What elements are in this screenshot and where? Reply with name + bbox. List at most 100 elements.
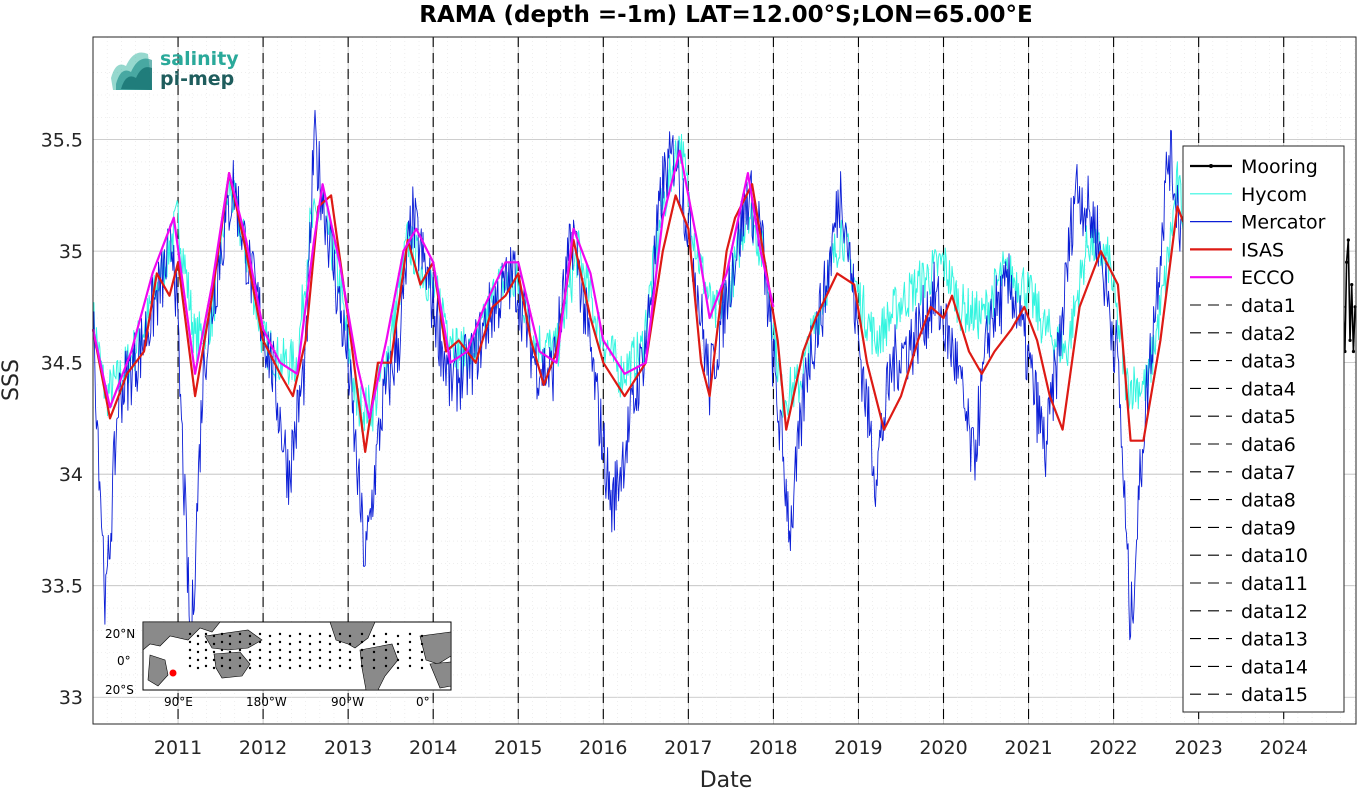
mooring-dot <box>258 640 262 644</box>
mooring-dot <box>360 664 364 668</box>
mooring-dot <box>384 648 388 652</box>
x-tick-label: 2012 <box>239 737 287 759</box>
y-tick-label: 33.5 <box>41 576 83 598</box>
mooring-dot <box>338 648 342 652</box>
mooring-dot <box>360 632 364 636</box>
legend-label-ecco: ECCO <box>1241 267 1295 289</box>
inset-lat-20s: 20°S <box>105 683 134 697</box>
legend-label-mercator: Mercator <box>1241 212 1326 234</box>
mooring-dot <box>220 640 224 644</box>
mooring-dot <box>258 656 262 660</box>
x-tick-label: 2020 <box>919 737 967 759</box>
mooring-dot <box>220 648 224 652</box>
x-tick-label: 2018 <box>749 737 797 759</box>
legend-label-data14: data14 <box>1241 656 1308 678</box>
mooring-dot <box>188 632 192 636</box>
mooring-dot <box>278 664 282 668</box>
mooring-point <box>1345 260 1349 264</box>
mooring-dot <box>212 666 216 670</box>
wave-logo-icon <box>111 52 152 90</box>
legend-label-mooring: Mooring <box>1241 156 1318 178</box>
mooring-dot <box>248 650 252 654</box>
mooring-dot <box>238 632 242 636</box>
mooring-dot <box>196 658 200 662</box>
mooring-dot <box>318 656 322 660</box>
mooring-dot <box>268 666 272 670</box>
mooring-dot <box>298 632 302 636</box>
mooring-dot <box>328 650 332 654</box>
legend: Mooring Hycom Mercator ISAS ECCO data1 data2 da… <box>1182 145 1345 713</box>
logo-line2: pi-mep <box>160 68 234 90</box>
legend-label-data8: data8 <box>1241 490 1296 512</box>
mooring-dot <box>372 666 376 670</box>
mooring-dot <box>318 648 322 652</box>
mooring-dot <box>278 640 282 644</box>
mooring-dot <box>298 640 302 644</box>
mooring-dot <box>384 664 388 668</box>
mooring-dot <box>360 640 364 644</box>
x-tick-label: 2014 <box>409 737 457 759</box>
mooring-dot <box>328 666 332 670</box>
mooring-dot <box>220 632 224 636</box>
legend-label-data15: data15 <box>1241 684 1308 706</box>
mooring-dot <box>248 658 252 662</box>
mooring-dot <box>384 640 388 644</box>
mooring-dot <box>396 634 400 638</box>
x-tick-label: 2016 <box>579 737 627 759</box>
legend-label-data12: data12 <box>1241 601 1308 623</box>
mooring-dot <box>298 648 302 652</box>
mooring-dot <box>360 648 364 652</box>
axes-box <box>92 36 1357 725</box>
mooring-dot <box>308 642 312 646</box>
mooring-dot <box>372 634 376 638</box>
mooring-dot <box>348 666 352 670</box>
x-tick-label: 2019 <box>834 737 882 759</box>
x-tick-labels: 2011 2012 2013 2014 2015 2016 2017 2018 2019 2020… <box>154 737 1308 759</box>
inset-lon-90w: 90°W <box>331 695 364 709</box>
mooring-point <box>1348 338 1352 342</box>
mooring-dot <box>204 664 208 668</box>
plot-area <box>93 37 1356 724</box>
mooring-dot <box>298 656 302 660</box>
inset-lat-20n: 20°N <box>105 627 135 641</box>
mooring-dot <box>238 656 242 660</box>
mooring-point <box>1346 238 1350 242</box>
location-marker <box>169 669 177 677</box>
mooring-dot <box>308 666 312 670</box>
mooring-dot <box>288 650 292 654</box>
mooring-dot <box>258 632 262 636</box>
legend-label-data1: data1 <box>1241 295 1296 317</box>
x-tick-label: 2021 <box>1004 737 1052 759</box>
mooring-dot <box>338 656 342 660</box>
mooring-dot <box>298 664 302 668</box>
legend-label-data10: data10 <box>1241 545 1308 567</box>
mooring-dot <box>278 648 282 652</box>
mooring-dot <box>338 632 342 636</box>
mooring-dot <box>348 634 352 638</box>
mooring-dot <box>228 658 232 662</box>
mooring-dot <box>204 656 208 660</box>
mooring-dot <box>196 650 200 654</box>
mooring-dot <box>408 632 412 636</box>
salinity-pi-mep-logo: salinity pi-mep <box>111 48 239 90</box>
inset-lat-0: 0° <box>117 654 131 668</box>
legend-label-data7: data7 <box>1241 462 1296 484</box>
mooring-dot <box>408 664 412 668</box>
series-ecco-line <box>91 149 775 420</box>
mooring-dot <box>268 634 272 638</box>
mooring-dot <box>338 664 342 668</box>
mooring-dot <box>338 640 342 644</box>
series-layer <box>91 109 1357 651</box>
mooring-dot <box>308 650 312 654</box>
mooring-dot <box>420 642 424 646</box>
mooring-dot <box>408 640 412 644</box>
mooring-dot <box>228 642 232 646</box>
mooring-dot <box>196 666 200 670</box>
legend-label-data6: data6 <box>1241 434 1296 456</box>
legend-label-data2: data2 <box>1241 323 1296 345</box>
inset-map: 20°N 0° 20°S 90°E 180°W 90°W 0° <box>105 621 452 709</box>
mooring-dot <box>278 656 282 660</box>
mooring-dot <box>204 648 208 652</box>
y-tick-label: 34 <box>59 464 83 486</box>
mooring-dot <box>268 650 272 654</box>
